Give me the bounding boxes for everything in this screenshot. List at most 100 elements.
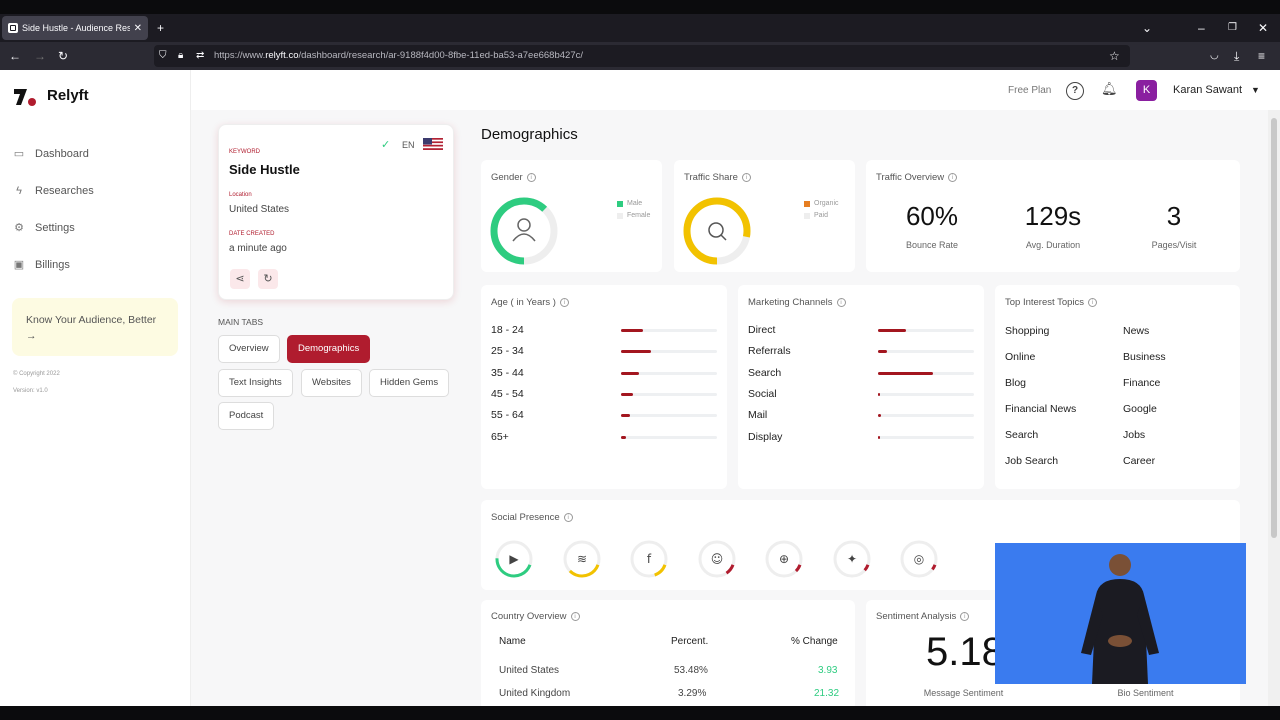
topic-item[interactable]: Jobs bbox=[1123, 429, 1146, 441]
topic-item[interactable]: Career bbox=[1123, 455, 1156, 467]
keyword-title: Side Hustle bbox=[229, 162, 300, 177]
info-icon: i bbox=[741, 172, 751, 182]
traffic-share-title: Traffic Share i bbox=[684, 172, 751, 183]
col-name: Name bbox=[499, 636, 526, 647]
bookmark-star-icon[interactable]: ☆ bbox=[1109, 49, 1120, 63]
info-icon: i bbox=[1088, 297, 1098, 307]
sidebar-item-billings[interactable]: ▣ Billings bbox=[13, 255, 70, 275]
tab-text-insights[interactable]: Text Insights bbox=[218, 369, 293, 397]
language-code: EN bbox=[402, 140, 415, 150]
tab-overview[interactable]: Overview bbox=[218, 335, 280, 363]
tab-hidden-gems[interactable]: Hidden Gems bbox=[369, 369, 450, 397]
lock-icon[interactable]: 🔒︎ bbox=[178, 50, 184, 61]
topic-item[interactable]: News bbox=[1123, 325, 1150, 337]
bell-icon[interactable]: 🔔︎ bbox=[1101, 81, 1118, 96]
topic-item[interactable]: Financial News bbox=[1005, 403, 1077, 415]
topic-item[interactable]: Online bbox=[1005, 351, 1036, 363]
tab-demographics[interactable]: Demographics bbox=[287, 335, 371, 363]
location-label: Location bbox=[229, 192, 252, 198]
reload-icon[interactable]: ↻ bbox=[58, 49, 69, 63]
table-row-percent: 53.48% bbox=[674, 665, 708, 676]
row-label: Display bbox=[748, 430, 783, 443]
user-name[interactable]: Karan Sawant bbox=[1173, 84, 1243, 96]
bio-sentiment-label: Bio Sentiment bbox=[1117, 688, 1174, 698]
topic-item[interactable]: Google bbox=[1123, 403, 1157, 415]
tab-websites[interactable]: Websites bbox=[301, 369, 362, 397]
row-label: Social bbox=[748, 387, 777, 400]
sidebar-item-dashboard[interactable]: ▭ Dashboard bbox=[13, 144, 89, 164]
web-icon[interactable]: ⊕ bbox=[763, 538, 805, 580]
marketing-title: Marketing Channels i bbox=[748, 297, 846, 308]
info-icon: i bbox=[948, 172, 958, 182]
new-tab-icon[interactable]: + bbox=[157, 21, 165, 35]
relyft-logo-icon bbox=[14, 89, 36, 106]
sentiment-value: 5.18 bbox=[926, 630, 1004, 674]
bar-fill bbox=[621, 371, 640, 375]
address-bar[interactable]: ⛉ 🔒︎ ⇄ https://www.relyft.co/dashboard/r… bbox=[154, 45, 1130, 67]
sidebar-item-researches[interactable]: ϟ Researches bbox=[13, 181, 94, 201]
browser-tab[interactable]: Side Hustle - Audience Researc ✕ bbox=[2, 16, 148, 40]
tab-podcast[interactable]: Podcast bbox=[218, 402, 275, 430]
forward-icon[interactable]: → bbox=[34, 49, 46, 63]
bar-fill bbox=[878, 329, 906, 332]
download-icon[interactable]: ⤓ bbox=[1234, 49, 1240, 63]
presenter-figure bbox=[1081, 554, 1159, 684]
age-title: Age ( in Years ) i bbox=[491, 297, 569, 308]
reddit-icon[interactable]: ☺ bbox=[696, 538, 738, 580]
row-label: 18 - 24 bbox=[491, 324, 524, 336]
close-tab-icon[interactable]: ✕ bbox=[133, 22, 142, 34]
sidebar: Relyft ▭ Dashboard ϟ Researches ⚙ Settin… bbox=[0, 70, 191, 706]
topic-item[interactable]: Finance bbox=[1123, 377, 1161, 389]
arrow-right-icon: → bbox=[26, 330, 37, 342]
refresh-button[interactable]: ↻ bbox=[258, 269, 278, 289]
page-scrollbar[interactable] bbox=[1268, 110, 1280, 706]
topic-item[interactable]: Blog bbox=[1005, 377, 1027, 389]
pocket-icon[interactable]: ◡ bbox=[1210, 50, 1219, 61]
topic-item[interactable]: Business bbox=[1123, 351, 1166, 363]
sidebar-item-settings[interactable]: ⚙ Settings bbox=[13, 218, 75, 238]
share-button[interactable]: ⋖ bbox=[230, 269, 250, 289]
permissions-icon[interactable]: ⇄ bbox=[196, 50, 205, 61]
twitter-icon[interactable]: ✦ bbox=[831, 538, 873, 580]
main-content: Free Plan ? 🔔︎ K Karan Sawant ▼ KEYWORD … bbox=[191, 70, 1268, 706]
browser-tab-bar: Side Hustle - Audience Researc ✕ + ⌄ – ❐… bbox=[0, 14, 1280, 42]
topic-item[interactable]: Job Search bbox=[1005, 455, 1059, 467]
brand-name: Relyft bbox=[47, 87, 89, 104]
stackoverflow-icon[interactable]: ≋ bbox=[561, 538, 603, 580]
back-icon[interactable]: ← bbox=[9, 49, 21, 63]
info-icon: i bbox=[960, 611, 970, 621]
minimize-icon[interactable]: – bbox=[1198, 21, 1205, 35]
svg-text:▶: ▶ bbox=[509, 552, 519, 566]
age-card: Age ( in Years ) i 18 - 24 25 - 34 35 - 44 4… bbox=[481, 285, 727, 489]
keyword-label: KEYWORD bbox=[229, 149, 261, 155]
scrollbar-thumb[interactable] bbox=[1271, 118, 1277, 538]
gear-icon: ⚙ bbox=[14, 222, 24, 234]
window-close-icon[interactable]: ✕ bbox=[1258, 21, 1269, 35]
version-text: Version: v1.0 bbox=[13, 388, 48, 394]
list-tabs-icon[interactable]: ⌄ bbox=[1142, 21, 1153, 35]
plan-label[interactable]: Free Plan bbox=[1008, 85, 1052, 96]
topic-item[interactable]: Search bbox=[1005, 429, 1039, 441]
restore-icon[interactable]: ❐ bbox=[1228, 22, 1237, 33]
promo-banner[interactable]: Know Your Audience, Better → bbox=[12, 298, 178, 356]
bar-track bbox=[878, 371, 974, 375]
caret-down-icon[interactable]: ▼ bbox=[1251, 85, 1260, 95]
message-sentiment-label: Message Sentiment bbox=[923, 688, 1004, 698]
bar-track bbox=[621, 350, 717, 354]
youtube-icon[interactable]: ▶ bbox=[493, 538, 535, 580]
top-header: Free Plan ? 🔔︎ K Karan Sawant ▼ bbox=[191, 70, 1268, 110]
row-label: 25 - 34 bbox=[491, 345, 524, 358]
bar-track bbox=[621, 392, 717, 396]
table-row-name: United Kingdom bbox=[499, 688, 571, 699]
instagram-icon[interactable]: ◎ bbox=[898, 538, 940, 580]
help-icon[interactable]: ? bbox=[1066, 82, 1084, 100]
bar-track bbox=[878, 392, 974, 396]
topic-item[interactable]: Shopping bbox=[1005, 325, 1050, 337]
facebook-icon[interactable]: f bbox=[628, 538, 670, 580]
bar-track bbox=[621, 435, 717, 439]
bar-fill bbox=[878, 371, 933, 375]
avatar[interactable]: K bbox=[1136, 80, 1157, 101]
menu-icon[interactable]: ≡ bbox=[1258, 49, 1266, 63]
shield-icon[interactable]: ⛉ bbox=[159, 50, 167, 61]
keyword-card: KEYWORD Side Hustle ✓ EN Location United… bbox=[218, 124, 454, 300]
